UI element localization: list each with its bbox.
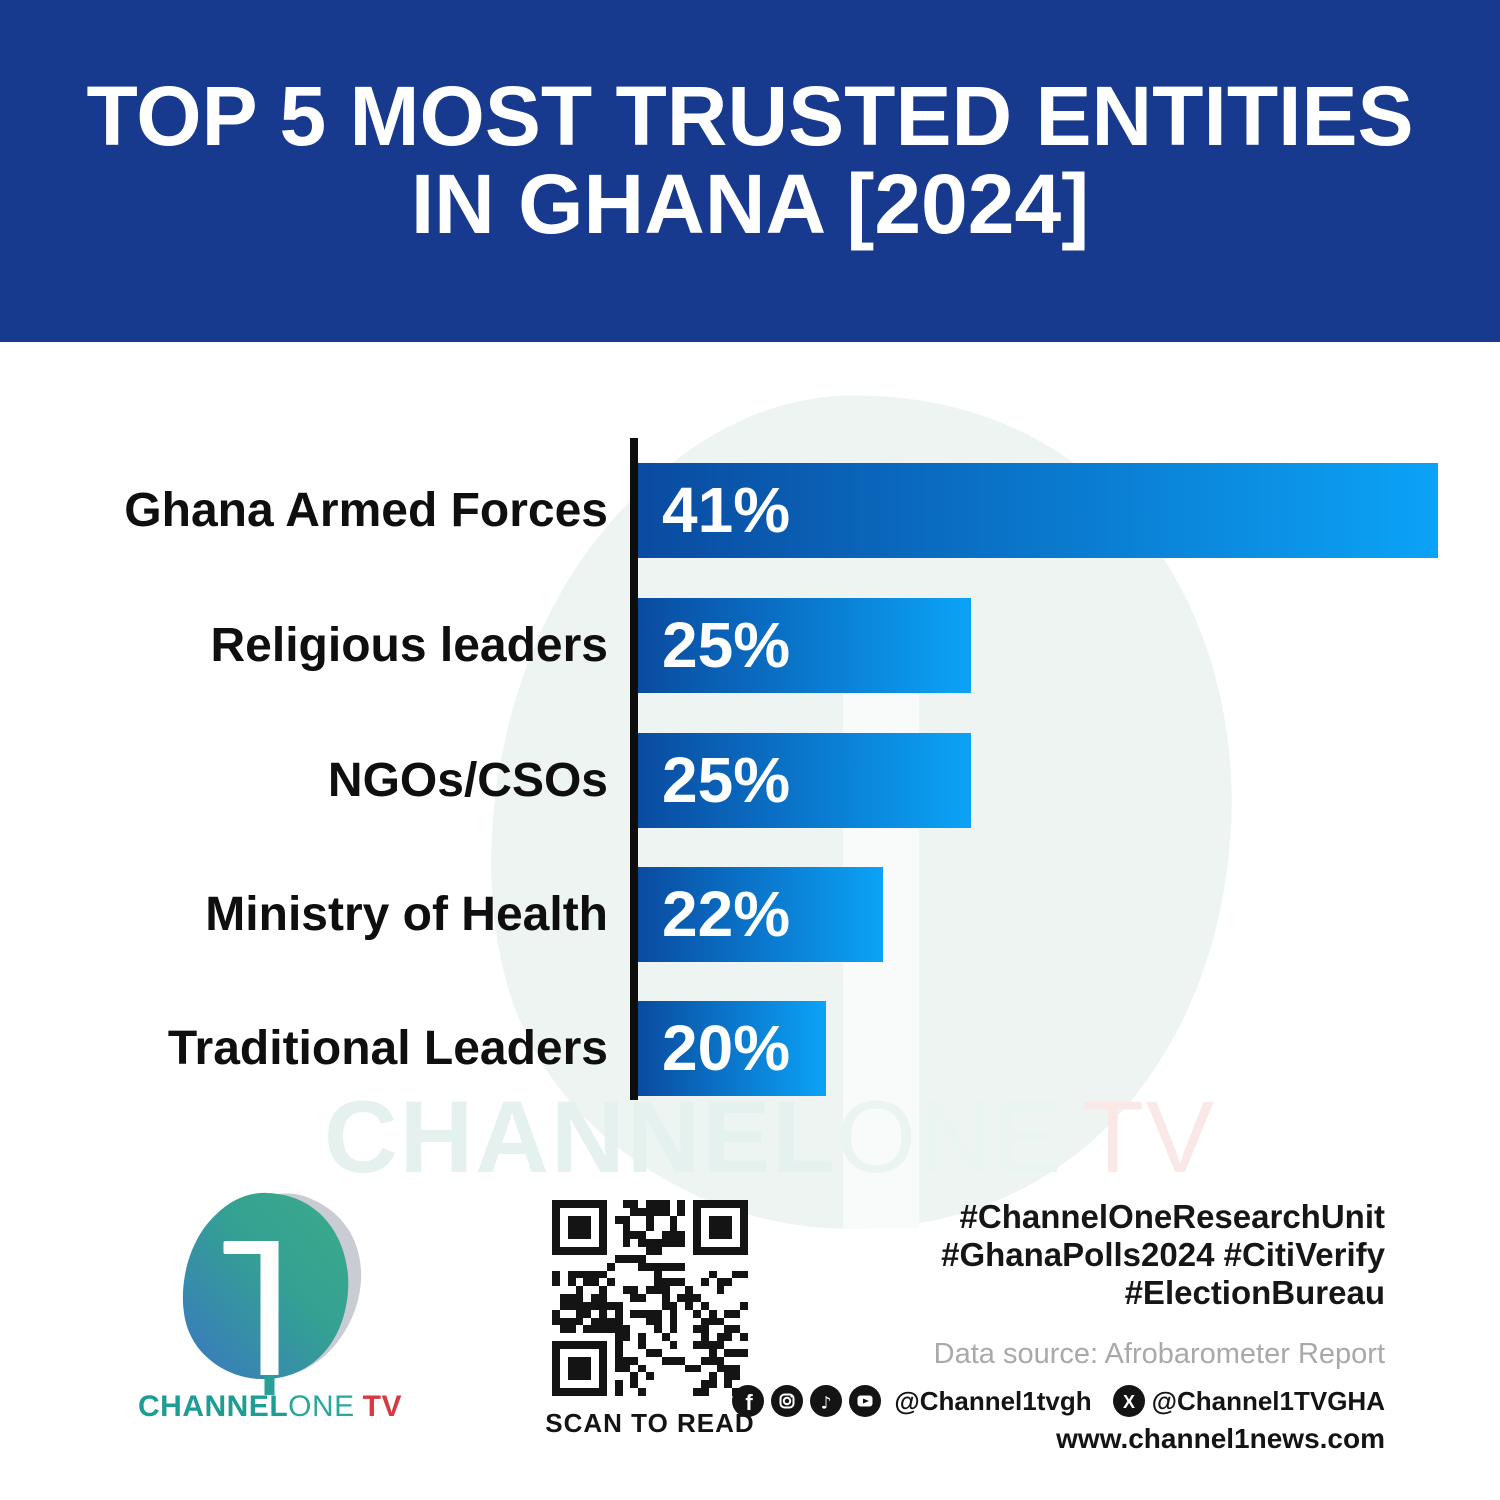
social-handle-x: @Channel1TVGHA [1151, 1385, 1385, 1416]
footer-right-column: #ChannelOneResearchUnit #GhanaPolls2024 … [725, 1198, 1385, 1455]
bar-category-label-ngos-csos: NGOs/CSOs [327, 754, 608, 807]
hashtag-line-2: #GhanaPolls2024 #CitiVerify [941, 1236, 1385, 1273]
bar-value-label: 41% [662, 474, 791, 546]
svg-text:X: X [1123, 1392, 1135, 1412]
chart-axis [630, 438, 638, 1100]
facebook-icon: f [732, 1385, 765, 1417]
logo-wordmark: CHANNELONE TV [120, 1390, 420, 1424]
bar-category-label-traditional-leaders: Traditional Leaders [167, 1022, 608, 1075]
data-source-credit: Data source: Afrobarometer Report [933, 1338, 1385, 1370]
logo-word-one: ONE [288, 1390, 355, 1423]
watermark-channel: CHANNEL [323, 1080, 837, 1194]
bar-religious-leaders: 25% [638, 598, 971, 693]
bar-ngos-csos: 25% [638, 733, 971, 828]
social-row: f ♪ @Channel1tvgh X @Channel [732, 1385, 1385, 1417]
logo-one-tail [264, 1375, 275, 1395]
page-title: TOP 5 MOST TRUSTED ENTITIES IN GHANA [20… [0, 72, 1500, 248]
watermark-one: ONE [836, 1080, 1064, 1194]
logo-one-flag [223, 1241, 270, 1254]
instagram-icon [771, 1385, 804, 1417]
bar-category-label-ghana-armed-forces: Ghana Armed Forces [124, 484, 608, 537]
bar-category-label-religious-leaders: Religious leaders [210, 619, 608, 672]
bar-traditional-leaders: 20% [638, 1001, 826, 1096]
logo-one-stem [260, 1241, 279, 1375]
header-banner: TOP 5 MOST TRUSTED ENTITIES IN GHANA [20… [0, 0, 1500, 342]
logo-word-channel: CHANNEL [137, 1390, 289, 1423]
watermark-tv: TV [1081, 1080, 1217, 1194]
bar-value-label: 25% [662, 744, 791, 816]
youtube-icon [849, 1385, 882, 1417]
svg-text:♪: ♪ [821, 1394, 832, 1414]
bar-value-label: 20% [662, 1012, 791, 1084]
social-handle-primary: @Channel1tvgh [894, 1385, 1092, 1416]
bar-category-label-ministry-of-health: Ministry of Health [205, 888, 608, 941]
watermark-wordmark: CHANNELONE TV [310, 1085, 1230, 1189]
bar-ministry-of-health: 22% [638, 867, 883, 962]
channel-one-tv-logo [182, 1192, 362, 1395]
title-line-2: IN GHANA [2024] [410, 157, 1090, 251]
bar-value-label: 25% [662, 609, 791, 681]
qr-code [552, 1200, 748, 1396]
hashtag-line-1: #ChannelOneResearchUnit [959, 1198, 1385, 1235]
svg-text:f: f [746, 1390, 754, 1415]
qr-caption: SCAN TO READ [545, 1408, 755, 1438]
hashtag-line-3: #ElectionBureau [1124, 1274, 1385, 1311]
website-url: www.channel1news.com [1056, 1423, 1385, 1454]
bar-value-label: 22% [662, 878, 791, 950]
x-icon: X [1112, 1385, 1145, 1417]
title-line-1: TOP 5 MOST TRUSTED ENTITIES [86, 69, 1414, 163]
bar-ghana-armed-forces: 41% [638, 463, 1438, 558]
logo-word-tv: TV [362, 1390, 403, 1423]
tiktok-icon: ♪ [810, 1385, 843, 1417]
